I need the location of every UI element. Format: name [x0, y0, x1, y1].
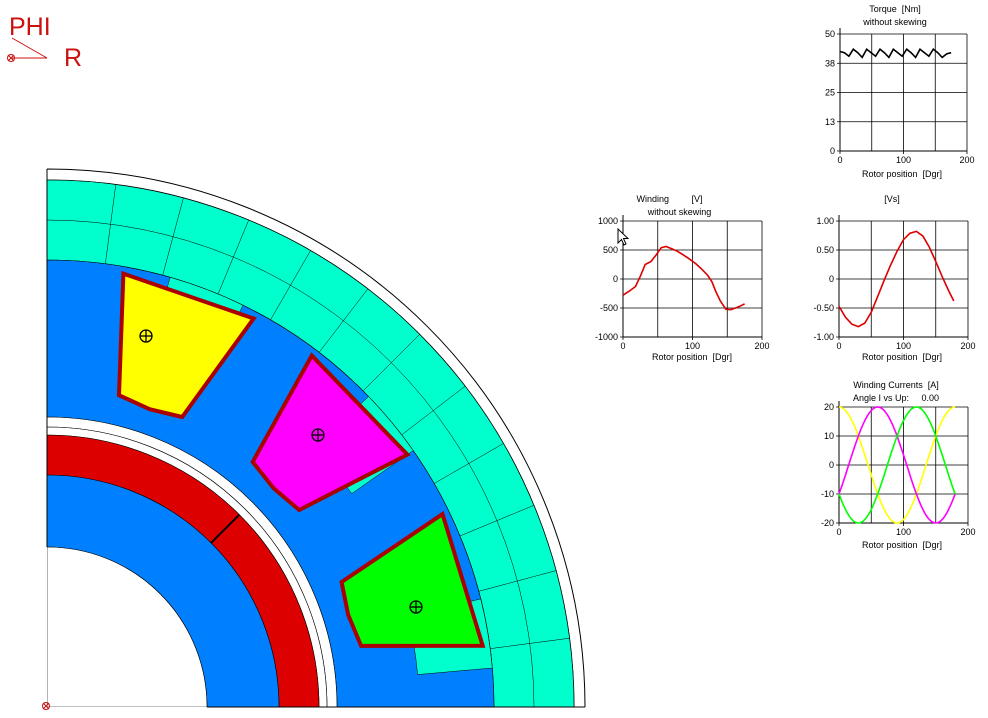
y-tick-label: 20: [824, 402, 834, 412]
motor-geometry: [47, 168, 586, 707]
series-line-0: [839, 47, 952, 59]
y-tick-label: 10: [824, 431, 834, 441]
y-tick-label: 0: [613, 274, 618, 284]
y-tick-label: 38: [825, 58, 835, 68]
coil-phase-c: [339, 510, 486, 648]
currents-subtitle: Angle I vs Up: 0.00: [852, 393, 940, 403]
flux-plot: [Vs] -1.00 -0.50 0 0.50 1.00 0 100 200 Rotor po…: [803, 190, 981, 366]
torque-subtitle: without skewing: [863, 17, 927, 27]
x-tick-label: 200: [754, 341, 769, 351]
torque-chart: 0 13 25 38 50 0 100 200: [825, 28, 975, 165]
x-tick-label: 100: [896, 155, 911, 165]
flux-chart: -1.00 -0.50 0 0.50 1.00 0 100 200: [813, 215, 976, 351]
y-tick-label: 13: [825, 117, 835, 127]
y-tick-label: 500: [603, 245, 618, 255]
series-line-0: [622, 245, 745, 311]
series-line-0: [838, 230, 955, 328]
x-tick-label: 100: [896, 341, 911, 351]
x-tick-label: 0: [836, 527, 841, 537]
torque-xlabel: Rotor position [Dgr]: [862, 169, 943, 179]
x-tick-label: 200: [959, 155, 974, 165]
y-tick-label: -1000: [595, 332, 618, 342]
y-tick-label: -1.00: [813, 332, 834, 342]
y-tick-label: -0.50: [813, 303, 834, 313]
mesh-arc: [47, 219, 535, 707]
voltage-subtitle: without skewing: [647, 207, 712, 217]
voltage-plot: Winding [V] without skewing -1000 -500 0 50…: [592, 190, 770, 366]
current-direction-icon: [311, 428, 325, 442]
origin-marker-icon: [42, 702, 50, 710]
y-tick-label: 1000: [598, 216, 618, 226]
current-direction-icon: [409, 600, 423, 614]
mouse-cursor-icon: [617, 228, 630, 246]
x-tick-label: 0: [620, 341, 625, 351]
x-tick-label: 200: [960, 527, 975, 537]
phi-axis-label: PHI: [9, 13, 51, 41]
voltage-chart: -1000 -500 0 500 1000 0 100 200: [595, 215, 770, 351]
currents-title: Winding Currents [A]: [853, 380, 939, 390]
torque-plot: Torque [Nm] without skewing 0 13 25 38 50 0 10…: [810, 4, 980, 182]
coordinate-axes: [7, 37, 48, 62]
series-line-2: [838, 406, 956, 524]
y-tick-label: 0: [829, 460, 834, 470]
x-tick-label: 0: [837, 155, 842, 165]
y-tick-label: 0: [829, 274, 834, 284]
x-tick-label: 200: [960, 341, 975, 351]
flux-xlabel: Rotor position [Dgr]: [862, 352, 943, 362]
coil-phase-b: [250, 352, 411, 513]
y-tick-label: 1.00: [816, 216, 834, 226]
x-tick-label: 100: [685, 341, 700, 351]
voltage-title: Winding [V]: [636, 194, 703, 204]
current-direction-icon: [139, 329, 153, 343]
currents-plot: Winding Currents [A] Angle I vs Up: 0.00…: [810, 376, 982, 554]
y-tick-label: 0.50: [816, 245, 834, 255]
voltage-xlabel: Rotor position [Dgr]: [652, 352, 733, 362]
y-tick-label: -10: [821, 489, 834, 499]
torque-title: Torque [Nm]: [869, 4, 921, 14]
currents-xlabel: Rotor position [Dgr]: [862, 540, 943, 550]
y-tick-label: 0: [830, 146, 835, 156]
origin-marker-icon: [7, 54, 15, 62]
y-tick-label: 50: [825, 29, 835, 39]
y-tick-label: 25: [825, 88, 835, 98]
flux-title: [Vs]: [884, 194, 900, 204]
y-tick-label: -20: [821, 518, 834, 528]
coil-phase-a: [116, 270, 257, 420]
x-tick-label: 100: [896, 527, 911, 537]
x-tick-label: 0: [836, 341, 841, 351]
magnet-divider: [210, 513, 241, 544]
r-axis-label: R: [64, 44, 83, 72]
y-tick-label: -500: [600, 303, 618, 313]
